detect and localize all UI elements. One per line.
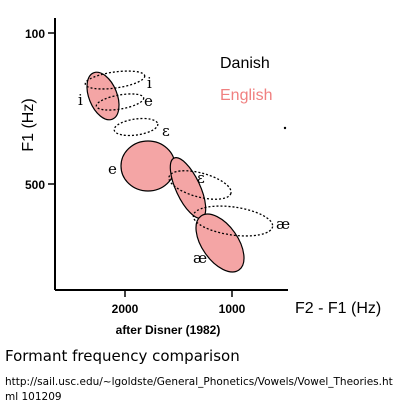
danish-label-epsilon-lower: ɛ <box>197 169 205 187</box>
danish-label-i: i <box>147 74 152 92</box>
stray-dot <box>283 126 287 130</box>
danish-label-ae: æ <box>276 215 290 233</box>
legend-english: English <box>220 87 272 104</box>
danish-ellipse-e <box>95 93 145 111</box>
english-ellipse-e <box>120 140 176 192</box>
english-label-ae: æ <box>193 249 207 267</box>
danish-ellipse-i <box>84 70 146 90</box>
danish-ellipse-ae <box>192 205 274 237</box>
danish-ellipse-epsilon-lower <box>168 170 232 200</box>
english-label-e: e <box>108 160 117 178</box>
english-ellipse-i <box>86 71 120 121</box>
x-tick-label: 2000 <box>112 302 139 316</box>
source-url[interactable]: http://sail.usc.edu/~lgoldste/General_Ph… <box>5 376 393 403</box>
english-label-i: i <box>78 91 83 109</box>
danish-label-e: e <box>144 92 153 110</box>
figure-caption: Formant frequency comparison <box>5 347 240 365</box>
chart-credit: after Disner (1982) <box>116 323 221 337</box>
y-tick-label: 100 <box>25 27 45 41</box>
danish-ellipse-epsilon-upper <box>113 117 159 137</box>
x-tick-label: 1000 <box>219 302 246 316</box>
legend-danish: Danish <box>220 55 270 72</box>
formant-chart: 100 500 2000 1000 F1 (Hz) F2 - F1 (Hz) a… <box>20 18 381 337</box>
y-axis-label: F1 (Hz) <box>20 98 37 151</box>
x-axis-label: F2 - F1 (Hz) <box>295 300 381 317</box>
y-tick-label: 500 <box>25 178 45 192</box>
danish-label-epsilon-upper: ɛ <box>162 122 170 140</box>
english-ellipse-epsilon <box>169 157 207 219</box>
